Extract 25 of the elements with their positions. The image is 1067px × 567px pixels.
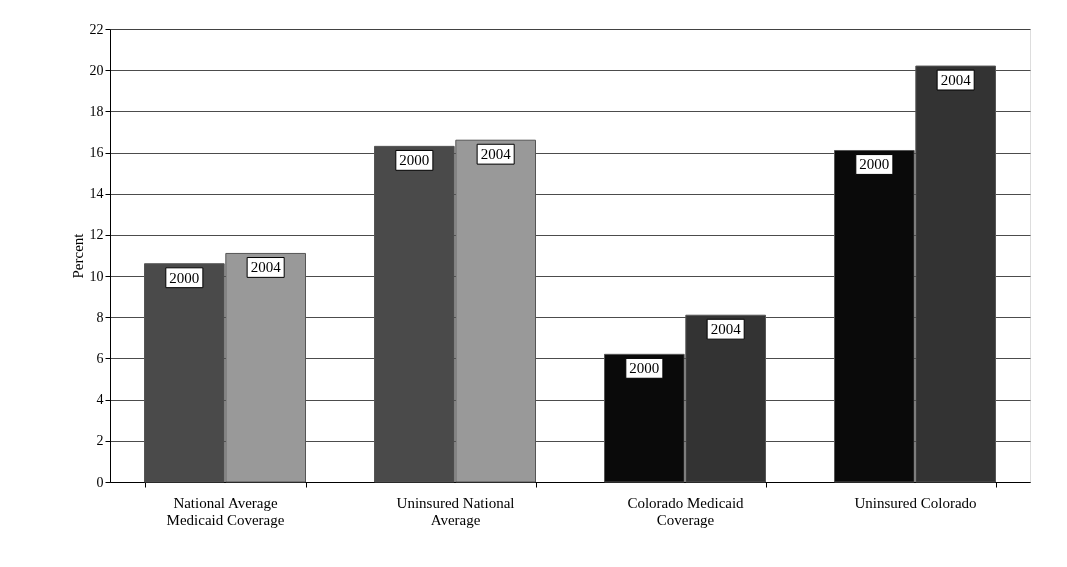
text: 2004 — [480, 146, 511, 163]
y-tick-label: 16 — [89, 145, 104, 161]
y-axis-title: Percent — [69, 232, 86, 279]
y-tick-label: 20 — [89, 62, 104, 78]
text: 2004 — [710, 321, 741, 338]
series-label: 2004 — [250, 259, 282, 276]
y-tick-label: 10 — [89, 268, 104, 284]
y-tick-label: 18 — [89, 103, 104, 119]
y-tick-label: 4 — [96, 392, 104, 408]
y-tick-label: 6 — [96, 350, 104, 366]
x-tick-label: National Average Medicaid Coverage — [166, 494, 285, 528]
y-tick-label: 2 — [96, 433, 104, 449]
x-tick-label: Uninsured Colorado — [854, 494, 977, 511]
text: 2004 — [940, 72, 971, 89]
series-label: 2000 — [169, 269, 200, 286]
x-tick-label: Colorado Medicaid Coverage — [627, 494, 745, 528]
text: 2000 — [629, 360, 660, 377]
y-tick-label: 8 — [96, 309, 104, 325]
y-tick-label: 22 — [89, 21, 104, 37]
text: 2000 — [859, 156, 890, 173]
y-tick-label: 0 — [96, 474, 104, 490]
y-tick-label: 12 — [89, 227, 104, 243]
y-tick-label: 14 — [89, 186, 104, 202]
x-tick-label: Uninsured National Average — [396, 494, 515, 528]
text: 2000 — [399, 152, 430, 169]
